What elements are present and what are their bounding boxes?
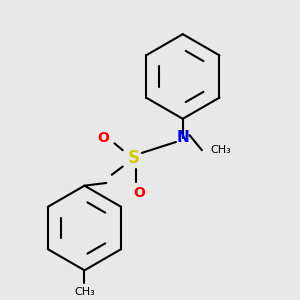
Text: O: O: [133, 185, 145, 200]
Text: O: O: [98, 131, 109, 145]
Text: S: S: [128, 149, 140, 167]
Text: N: N: [176, 130, 189, 146]
Text: CH₃: CH₃: [74, 287, 95, 297]
Text: CH₃: CH₃: [210, 145, 231, 155]
